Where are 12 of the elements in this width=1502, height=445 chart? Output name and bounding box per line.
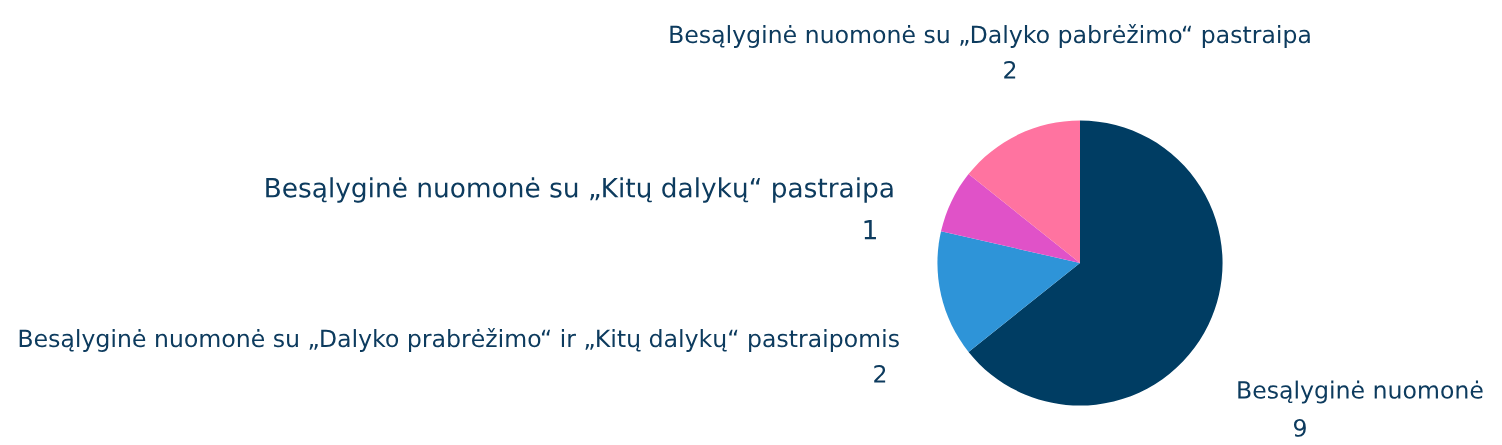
slice-label: Besąlyginė nuomonė <box>1238 380 1483 404</box>
pie-slice <box>937 231 1080 352</box>
slice-label: Besąlyginė nuomonė su „Dalyko pabrėžimo“ pastraipa <box>670 24 1310 48</box>
pie-slice <box>968 120 1080 263</box>
data-label: 1 <box>864 220 876 240</box>
slice-label: Besąlyginė nuomonė su „Dalyko prabrėžimo“ ir „Kitų dalykų“ pastraipomis <box>19 328 899 352</box>
pie-slice <box>941 174 1080 263</box>
data-label: 9 <box>1293 418 1306 437</box>
data-label: 2 <box>1004 60 1016 79</box>
data-label: 2 <box>874 364 886 383</box>
pie-slice <box>968 120 1223 406</box>
slice-label: Besąlyginė nuomonė su „Kitų dalykų“ pastraipa <box>266 177 893 203</box>
